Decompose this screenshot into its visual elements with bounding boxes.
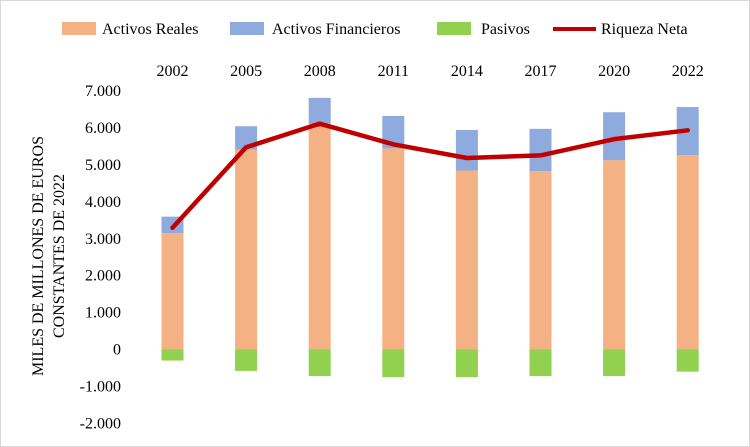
- y-tick-label: 5.000: [85, 157, 121, 174]
- y-tick-label: 7.000: [85, 83, 121, 100]
- line-riqueza-neta: [170, 121, 690, 230]
- y-tick-label: 2.000: [85, 268, 121, 285]
- category-label: 2020: [598, 63, 630, 80]
- category-label: 2005: [230, 63, 262, 80]
- bar-activos-reales: [676, 155, 699, 350]
- legend: Activos Reales Activos Financieros Pasiv…: [62, 21, 688, 38]
- category-label: 2017: [525, 63, 557, 80]
- bar-pasivos: [455, 349, 478, 378]
- y-tick-label: 4.000: [85, 194, 121, 211]
- bar-activos-reales: [382, 148, 405, 350]
- y-tick-label: 0: [113, 342, 121, 359]
- legend-swatch-activos-financieros: [230, 22, 264, 35]
- bar-pasivos: [603, 349, 626, 377]
- y-tick-label: 3.000: [85, 231, 121, 248]
- bar-activos-financieros: [529, 128, 552, 172]
- category-label: 2002: [157, 63, 189, 80]
- y-tick-label: 6.000: [85, 120, 121, 137]
- bar-pasivos: [161, 349, 184, 361]
- legend-label-riqueza-neta: Riqueza Neta: [601, 21, 688, 38]
- bar-activos-financieros: [382, 115, 405, 149]
- bar-activos-reales: [308, 123, 331, 350]
- category-label: 2014: [451, 63, 483, 80]
- legend-swatch-pasivos: [437, 22, 471, 35]
- bar-activos-reales: [161, 233, 184, 350]
- y-axis-ticks: 7.000 6.000 5.000 4.000 3.000 2.000 1.000 0 -1.0…: [80, 83, 121, 432]
- legend-label-activos-financieros: Activos Financieros: [272, 21, 400, 38]
- bar-activos-reales: [529, 171, 552, 350]
- y-tick-label: 1.000: [85, 305, 121, 322]
- bar-activos-financieros: [308, 97, 331, 124]
- bar-pasivos: [676, 349, 699, 372]
- legend-swatch-activos-reales: [62, 22, 96, 35]
- y-axis-label-line-2: CONSTANTES DE 2022: [51, 174, 68, 338]
- category-label: 2022: [672, 63, 704, 80]
- legend-label-activos-reales: Activos Reales: [102, 21, 198, 38]
- bar-activos-financieros: [455, 129, 478, 171]
- net-wealth-line-group: [170, 121, 690, 230]
- bar-activos-financieros: [603, 112, 626, 161]
- y-axis-label-line-1: MILES DE MILLONES DE EUROS: [30, 136, 47, 376]
- bar-pasivos: [235, 349, 258, 371]
- category-label: 2011: [378, 63, 409, 80]
- y-tick-label: -1.000: [80, 378, 121, 395]
- legend-label-pasivos: Pasivos: [481, 21, 530, 38]
- bar-activos-reales: [235, 149, 258, 350]
- bar-activos-reales: [455, 170, 478, 350]
- bar-pasivos: [529, 349, 552, 377]
- category-labels: 2002 2005 2008 2011 2014 2017 2020 2022: [157, 63, 704, 80]
- bars: [161, 97, 699, 378]
- y-tick-label: -2.000: [80, 415, 121, 432]
- bar-activos-reales: [603, 160, 626, 350]
- category-label: 2008: [304, 63, 336, 80]
- bar-pasivos: [382, 349, 405, 378]
- bar-pasivos: [308, 349, 331, 377]
